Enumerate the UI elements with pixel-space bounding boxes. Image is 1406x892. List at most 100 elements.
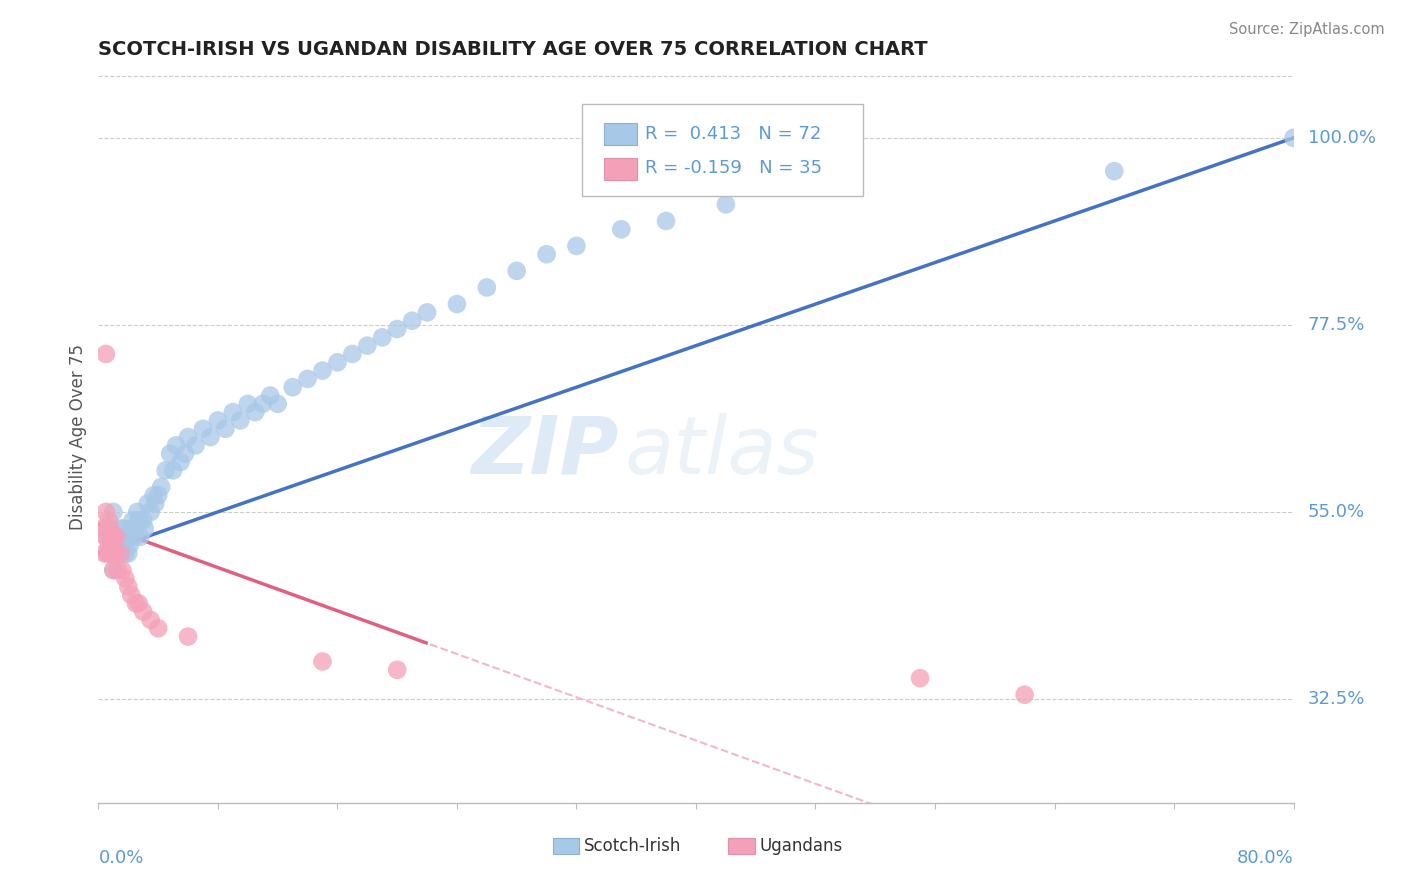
Point <box>105 530 128 544</box>
Point <box>356 339 378 353</box>
Text: SCOTCH-IRISH VS UGANDAN DISABILITY AGE OVER 75 CORRELATION CHART: SCOTCH-IRISH VS UGANDAN DISABILITY AGE O… <box>98 39 928 59</box>
Point <box>103 546 125 560</box>
Text: 55.0%: 55.0% <box>1308 503 1365 521</box>
Point <box>134 521 156 535</box>
Point <box>245 405 267 419</box>
Point <box>132 605 155 619</box>
Point <box>103 546 125 560</box>
Point <box>103 530 125 544</box>
Point <box>97 546 120 560</box>
Point <box>94 347 117 361</box>
Point <box>252 397 274 411</box>
Point <box>169 455 191 469</box>
Point <box>416 305 439 319</box>
Text: atlas: atlas <box>624 413 820 491</box>
Point <box>506 264 529 278</box>
Point <box>128 513 150 527</box>
Point <box>165 438 187 452</box>
Point <box>101 546 124 560</box>
Point <box>326 355 349 369</box>
Point <box>401 314 423 328</box>
Point <box>229 413 252 427</box>
Point <box>200 430 222 444</box>
Point <box>159 447 181 461</box>
Point <box>104 546 127 560</box>
Point <box>177 430 200 444</box>
Point <box>98 521 122 535</box>
Point <box>103 530 125 544</box>
Point <box>111 538 134 552</box>
Point <box>267 397 290 411</box>
Point <box>94 530 117 544</box>
Point <box>97 513 120 527</box>
Point <box>177 630 200 644</box>
Point <box>124 530 146 544</box>
Point <box>385 663 409 677</box>
Point <box>610 222 633 236</box>
Text: Source: ZipAtlas.com: Source: ZipAtlas.com <box>1229 22 1385 37</box>
Point <box>128 596 150 610</box>
Point <box>214 422 236 436</box>
Point <box>446 297 468 311</box>
Point <box>91 521 114 535</box>
Text: 77.5%: 77.5% <box>1308 316 1365 334</box>
Point <box>139 613 162 627</box>
Point <box>139 505 162 519</box>
Point <box>129 530 152 544</box>
Point <box>1014 688 1036 702</box>
Point <box>714 197 737 211</box>
Point <box>118 538 141 552</box>
FancyBboxPatch shape <box>582 104 863 195</box>
Bar <box>553 838 579 854</box>
Point <box>281 380 304 394</box>
Point <box>96 546 118 560</box>
Text: R =  0.413   N = 72: R = 0.413 N = 72 <box>644 125 821 143</box>
Point <box>148 621 170 635</box>
Text: R = -0.159   N = 35: R = -0.159 N = 35 <box>644 159 821 177</box>
Point <box>565 239 588 253</box>
Point <box>191 422 214 436</box>
Point <box>222 405 245 419</box>
Point <box>236 397 259 411</box>
Point <box>114 546 136 560</box>
Point <box>112 521 135 535</box>
Point <box>115 530 138 544</box>
Point <box>342 347 364 361</box>
Point <box>162 463 184 477</box>
Point <box>475 280 498 294</box>
Text: Scotch-Irish: Scotch-Irish <box>583 837 681 855</box>
Point <box>101 530 124 544</box>
Point <box>125 596 148 610</box>
Point <box>105 546 128 560</box>
Y-axis label: Disability Age Over 75: Disability Age Over 75 <box>69 344 87 530</box>
Point <box>259 388 281 402</box>
Bar <box>605 123 637 145</box>
Point <box>94 505 117 519</box>
Point <box>311 363 333 377</box>
Point <box>143 497 166 511</box>
Point <box>93 546 115 560</box>
Text: 100.0%: 100.0% <box>1308 128 1376 147</box>
Point <box>103 505 125 519</box>
Point <box>97 538 120 552</box>
Point <box>120 521 142 535</box>
Point <box>1282 131 1305 145</box>
Point <box>114 571 136 585</box>
Bar <box>605 158 637 179</box>
Point <box>98 530 122 544</box>
Point <box>207 413 229 427</box>
Text: Ugandans: Ugandans <box>759 837 842 855</box>
Text: 0.0%: 0.0% <box>98 848 143 866</box>
Point <box>148 488 170 502</box>
Point <box>111 563 134 577</box>
Point <box>127 505 149 519</box>
Point <box>297 372 319 386</box>
Point <box>184 438 207 452</box>
Point <box>110 521 132 535</box>
Point <box>103 563 125 577</box>
Point <box>117 546 139 560</box>
Point <box>655 214 678 228</box>
Point <box>385 322 409 336</box>
Point <box>107 563 129 577</box>
Point <box>536 247 558 261</box>
